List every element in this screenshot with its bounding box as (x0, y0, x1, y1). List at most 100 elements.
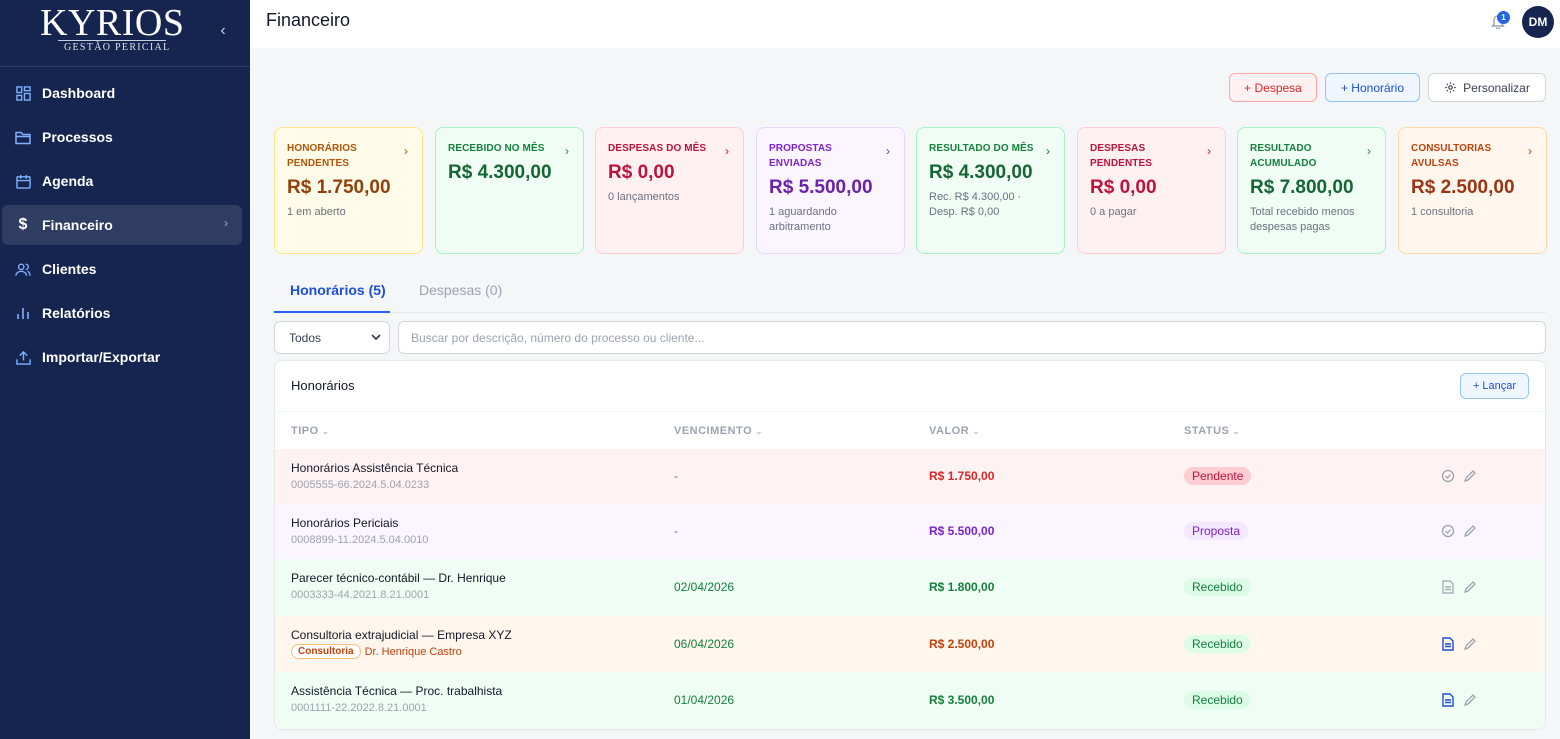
sidebar-item-importar-exportar[interactable]: Importar/Exportar (2, 337, 242, 377)
status-badge: Proposta (1184, 522, 1249, 540)
table-row[interactable]: Consultoria extrajudicial — Empresa XYZ … (275, 616, 1545, 672)
consultoria-tag: Consultoria (291, 644, 361, 659)
card-value: R$ 0,00 (1090, 177, 1157, 198)
sidebar: KYRIOS GESTÃO PERICIAL ‹ Dashboard Proce… (0, 0, 250, 739)
column-tipo[interactable]: TIPO ⌄ (291, 425, 330, 437)
status-badge: Recebido (1184, 691, 1251, 709)
add-despesa-button[interactable]: + Despesa (1229, 73, 1317, 102)
column-vencimento[interactable]: VENCIMENTO ⌄ (674, 425, 763, 437)
table-row[interactable]: Honorários Assistência Técnica 0005555-6… (275, 449, 1545, 504)
sidebar-item-label: Agenda (42, 173, 94, 189)
sidebar-item-financeiro[interactable]: $ Financeiro › (2, 205, 242, 245)
page-title: Financeiro (266, 10, 351, 30)
personalizar-button[interactable]: Personalizar (1428, 73, 1546, 102)
status-badge: Recebido (1184, 578, 1251, 596)
document-icon[interactable] (1440, 636, 1456, 652)
upload-icon (14, 348, 32, 366)
honorarios-table-panel: Honorários + Lançar TIPO ⌄ VENCIMENTO ⌄ VA… (274, 360, 1546, 730)
gear-icon (1445, 82, 1456, 93)
card-resultado-do-mes[interactable]: Resultado do mês › R$ 4.300,00 Rec. R$ 4… (916, 127, 1065, 254)
brand-name: KYRIOS (40, 2, 185, 44)
card-resultado-acumulado[interactable]: Resultado acumulado › R$ 7.800,00 Total … (1237, 127, 1386, 254)
notification-count-badge: 1 (1497, 11, 1510, 24)
table-row[interactable]: Parecer técnico-contábil — Dr. Henrique … (275, 559, 1545, 616)
card-despesas-pendentes[interactable]: Despesas pendentes › R$ 0,00 0 a pagar (1077, 127, 1226, 254)
card-value: R$ 7.800,00 (1250, 177, 1354, 198)
chevron-down-icon (371, 334, 381, 341)
card-value: R$ 4.300,00 (448, 162, 552, 183)
sidebar-item-label: Importar/Exportar (42, 349, 161, 365)
sort-icon: ⌄ (972, 426, 981, 436)
edit-pencil-icon[interactable] (1462, 468, 1478, 484)
collapse-sidebar-button[interactable]: ‹ (220, 22, 226, 39)
chevron-right-icon: › (1046, 144, 1050, 158)
card-subtext: 0 lançamentos (608, 191, 680, 203)
card-subtext: Rec. R$ 4.300,00 · Desp. R$ 0,00 (929, 191, 1022, 218)
chevron-right-icon: › (1528, 144, 1532, 158)
sidebar-item-processos[interactable]: Processos (2, 117, 242, 157)
personalizar-label: Personalizar (1463, 80, 1530, 95)
lancar-button[interactable]: + Lançar (1460, 373, 1529, 399)
card-propostas-enviadas[interactable]: Propostas enviadas › R$ 5.500,00 1 aguar… (756, 127, 905, 254)
row-vencimento: 01/04/2026 (674, 693, 735, 707)
sidebar-item-clientes[interactable]: Clientes (2, 249, 242, 289)
dollar-icon: $ (18, 216, 28, 233)
card-label: Consultorias avulsas (1411, 143, 1492, 169)
column-label: VALOR (929, 425, 970, 437)
add-honorario-button[interactable]: + Honorário (1325, 73, 1420, 102)
tab-despesas[interactable]: Despesas (0) (419, 282, 503, 298)
calendar-icon (14, 172, 32, 190)
row-tipo: Parecer técnico-contábil — Dr. Henrique (291, 571, 506, 585)
row-processo: 0003333-44.2021.8.21.0001 (291, 589, 430, 601)
sidebar-item-relatorios[interactable]: Relatórios (2, 293, 242, 333)
card-label: Despesas pendentes (1090, 143, 1153, 169)
mark-paid-check-icon[interactable] (1440, 523, 1456, 539)
tab-honorarios[interactable]: Honorários (5) (290, 282, 386, 298)
edit-pencil-icon[interactable] (1462, 692, 1478, 708)
document-icon[interactable] (1440, 692, 1456, 708)
sidebar-item-agenda[interactable]: Agenda (2, 161, 242, 201)
sidebar-item-label: Processos (42, 129, 113, 145)
card-consultorias-avulsas[interactable]: Consultorias avulsas › R$ 2.500,00 1 con… (1398, 127, 1547, 254)
edit-pencil-icon[interactable] (1462, 579, 1478, 595)
user-avatar[interactable]: DM (1522, 6, 1554, 38)
column-status[interactable]: STATUS ⌄ (1184, 425, 1240, 437)
card-label: Propostas enviadas (769, 143, 832, 169)
column-label: TIPO (291, 425, 319, 437)
row-vencimento: - (674, 469, 678, 483)
row-valor: R$ 2.500,00 (929, 637, 995, 651)
column-label: VENCIMENTO (674, 425, 753, 437)
card-value: R$ 1.750,00 (287, 177, 391, 198)
row-vencimento: - (674, 524, 678, 538)
card-label: Resultado do mês (929, 143, 1034, 154)
dashboard-grid-icon (14, 84, 32, 102)
card-value: R$ 0,00 (608, 162, 675, 183)
sidebar-item-dashboard[interactable]: Dashboard (2, 73, 242, 113)
row-valor: R$ 1.800,00 (929, 580, 995, 594)
table-row[interactable]: Honorários Periciais 0008899-11.2024.5.0… (275, 504, 1545, 559)
row-valor: R$ 1.750,00 (929, 469, 995, 483)
chevron-right-icon: › (404, 144, 408, 158)
status-filter-select[interactable]: Todos (274, 321, 390, 354)
table-row[interactable]: Assistência Técnica — Proc. trabalhista … (275, 672, 1545, 729)
card-label: Honorários pendentes (287, 143, 357, 169)
card-honorarios-pendentes[interactable]: Honorários pendentes › R$ 1.750,00 1 em … (274, 127, 423, 254)
card-value: R$ 5.500,00 (769, 177, 873, 198)
row-vencimento: 06/04/2026 (674, 637, 735, 651)
card-despesas-do-mes[interactable]: Despesas do mês › R$ 0,00 0 lançamentos (595, 127, 744, 254)
mark-paid-check-icon[interactable] (1440, 468, 1456, 484)
row-valor: R$ 3.500,00 (929, 693, 995, 707)
edit-pencil-icon[interactable] (1462, 636, 1478, 652)
card-recebido-no-mes[interactable]: Recebido no mês › R$ 4.300,00 (435, 127, 584, 254)
column-valor[interactable]: VALOR ⌄ (929, 425, 980, 437)
search-input[interactable] (398, 321, 1546, 354)
column-label: STATUS (1184, 425, 1230, 437)
card-subtext: Total recebido menos despesas pagas (1250, 206, 1355, 233)
row-vencimento: 02/04/2026 (674, 580, 735, 594)
document-icon[interactable] (1440, 579, 1456, 595)
bar-chart-icon (14, 304, 32, 322)
edit-pencil-icon[interactable] (1462, 523, 1478, 539)
table-header: TIPO ⌄ VENCIMENTO ⌄ VALOR ⌄ STATUS ⌄ (275, 411, 1545, 449)
sort-icon: ⌄ (1232, 426, 1241, 436)
row-tipo: Assistência Técnica — Proc. trabalhista (291, 684, 503, 698)
